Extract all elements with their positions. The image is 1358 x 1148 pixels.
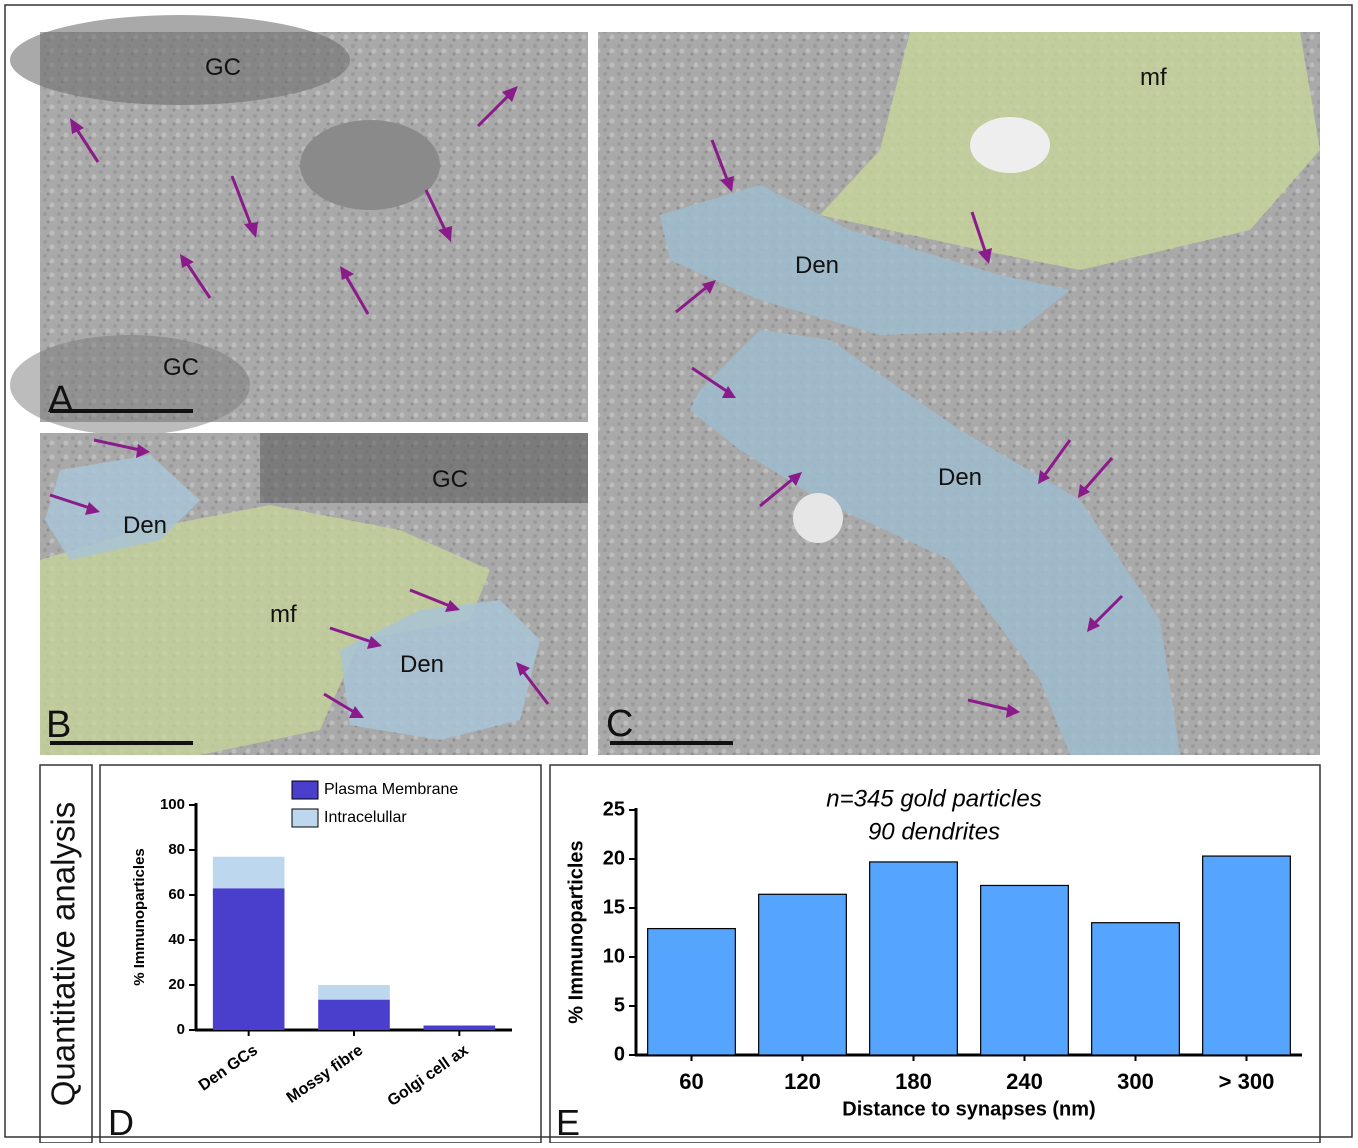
nucleus	[10, 15, 350, 105]
panel-c: mf Den Den C	[598, 32, 1320, 755]
label: GC	[163, 354, 199, 381]
label: mf	[270, 601, 297, 628]
y-tick-label: 25	[603, 798, 625, 820]
figure-frame	[4, 4, 1353, 1138]
label: Den	[123, 512, 167, 539]
bar-segment	[318, 985, 390, 1000]
bar-segment	[212, 888, 285, 1030]
x-tick-label: 300	[1117, 1069, 1154, 1094]
bar	[869, 861, 958, 1056]
label: mf	[1140, 64, 1167, 91]
arrows	[70, 86, 518, 315]
bar-segment	[423, 1025, 496, 1030]
x-tick-label: 180	[895, 1069, 932, 1094]
bar	[980, 884, 1069, 1056]
x-tick-label: Den GCs	[196, 1042, 261, 1095]
x-tick-label: 120	[784, 1069, 821, 1094]
legend-label: Intracelullar	[324, 809, 407, 826]
y-tick-label: 20	[168, 976, 185, 993]
annotation: 90 dendrites	[868, 818, 1000, 845]
x-tick-label: 60	[679, 1069, 703, 1094]
panel-letter: B	[46, 704, 71, 746]
annotation: n=345 gold particles	[826, 785, 1041, 812]
label: Den	[938, 464, 982, 491]
nucleus	[260, 433, 588, 503]
label: GC	[432, 466, 468, 493]
arrows	[49, 438, 550, 718]
bar-segment	[212, 856, 285, 889]
legend-swatch	[291, 808, 319, 828]
x-tick-label: 240	[1006, 1069, 1043, 1094]
y-axis-label: % Immunoparticles	[565, 840, 587, 1023]
y-tick-label: 20	[603, 847, 625, 869]
y-tick-label: 80	[168, 841, 185, 858]
y-tick-label: 0	[614, 1043, 625, 1065]
legend-swatch	[291, 780, 319, 800]
mossy-fibre-overlay	[820, 32, 1320, 270]
panel-letter: A	[48, 379, 74, 421]
panel-letter: E	[556, 1102, 580, 1143]
dendrite-overlay	[340, 600, 540, 740]
y-tick-label: 10	[603, 945, 625, 967]
panel-letter: D	[108, 1102, 134, 1143]
panel-b: GC Den mf Den B	[40, 433, 588, 755]
legend-label: Plasma Membrane	[324, 781, 458, 798]
y-tick-label: 15	[603, 896, 625, 918]
y-tick-label: 0	[177, 1021, 185, 1038]
x-tick-label: Mossy fibre	[284, 1042, 367, 1107]
label: Den	[400, 651, 444, 678]
bar-segment	[318, 999, 390, 1030]
mitochondrion	[300, 120, 440, 210]
dendrite-overlay	[660, 185, 1070, 335]
y-tick-label: 5	[614, 994, 625, 1016]
y-axis-label: % Immunoparticles	[131, 848, 148, 986]
vesicle	[970, 117, 1050, 173]
nucleus	[10, 335, 250, 435]
x-axis-label: Distance to synapses (nm)	[842, 1098, 1095, 1120]
x-tick-label: Golgi cell ax	[385, 1042, 472, 1110]
dendrite-overlay	[690, 330, 1180, 755]
arrows	[675, 139, 1124, 718]
vesicle	[793, 493, 843, 543]
bar	[758, 893, 847, 1056]
label: GC	[205, 54, 241, 81]
mossy-fibre-overlay	[40, 505, 490, 755]
dendrite-overlay	[45, 455, 200, 560]
bar	[647, 927, 736, 1056]
y-tick-label: 40	[168, 931, 185, 948]
bar	[1091, 922, 1180, 1056]
x-tick-label: > 300	[1219, 1069, 1275, 1094]
label: Den	[795, 252, 839, 279]
side-label: Quantitative analysis	[45, 802, 82, 1107]
y-tick-label: 100	[160, 796, 185, 813]
panel-a: GC GC A	[10, 15, 588, 435]
bar	[1202, 855, 1291, 1056]
panel-letter: C	[606, 703, 633, 745]
y-tick-label: 60	[168, 886, 185, 903]
